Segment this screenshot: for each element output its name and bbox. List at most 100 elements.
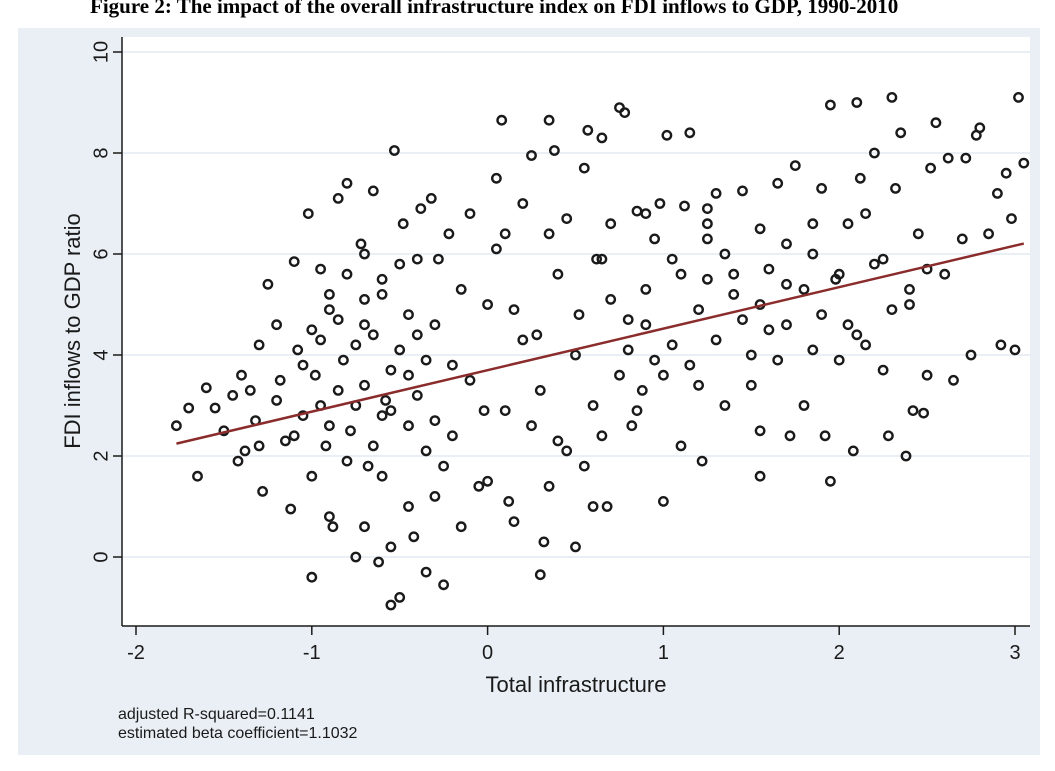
data-point	[702, 218, 713, 230]
data-point	[262, 278, 274, 290]
data-point	[1006, 213, 1017, 225]
data-point	[737, 185, 748, 197]
data-point	[930, 117, 942, 129]
data-point	[710, 334, 722, 346]
data-point	[429, 319, 441, 331]
beta-note: estimated beta coefficient=1.1032	[118, 725, 358, 742]
data-point	[288, 430, 300, 442]
data-point	[640, 283, 652, 295]
data-point	[337, 354, 349, 366]
axes	[121, 37, 1030, 627]
data-point	[816, 309, 827, 320]
data-point	[789, 160, 801, 172]
data-point	[798, 400, 810, 411]
data-point	[675, 268, 687, 280]
data-point	[960, 152, 972, 164]
y-axis-title: FDI inflows to GDP ratio	[60, 213, 85, 449]
plot-area	[122, 37, 1030, 626]
data-point	[661, 129, 673, 141]
data-point	[227, 389, 239, 401]
data-point	[473, 480, 485, 492]
data-point	[200, 382, 212, 394]
data-point	[274, 374, 286, 386]
data-point	[236, 369, 247, 381]
data-point	[192, 470, 203, 482]
data-point	[350, 339, 362, 351]
data-point	[534, 384, 546, 396]
data-point	[939, 268, 951, 280]
fit-line-group	[176, 242, 1025, 445]
data-point	[438, 460, 449, 472]
x-tick-label: -1	[303, 642, 321, 664]
data-point	[362, 460, 374, 472]
data-point	[508, 304, 520, 315]
data-point	[323, 304, 335, 315]
data-point	[974, 122, 986, 134]
data-point	[948, 374, 959, 386]
data-point	[900, 450, 912, 462]
data-point	[605, 218, 617, 230]
data-point	[543, 480, 555, 492]
data-point	[883, 430, 894, 442]
data-point	[869, 147, 880, 159]
data-point	[582, 124, 594, 136]
data-point	[411, 329, 423, 341]
data-point	[877, 253, 889, 265]
data-point	[552, 435, 564, 447]
data-point	[654, 198, 666, 209]
data-point	[327, 521, 339, 533]
data-point	[503, 495, 515, 507]
data-point	[684, 359, 696, 371]
data-point	[596, 132, 608, 144]
data-point	[619, 107, 631, 119]
data-point	[490, 172, 502, 184]
data-point	[403, 501, 414, 512]
data-point	[367, 185, 379, 197]
data-point	[464, 374, 476, 386]
data-point	[807, 248, 819, 260]
data-point	[614, 369, 625, 381]
data-point	[411, 389, 423, 401]
data-point	[710, 187, 722, 199]
data-point	[359, 379, 370, 391]
data-point	[271, 319, 282, 331]
data-point	[306, 571, 318, 583]
data-point	[570, 541, 581, 553]
data-point	[415, 203, 427, 215]
data-point	[640, 319, 652, 331]
data-point	[693, 379, 704, 391]
data-point	[904, 299, 915, 310]
data-point	[315, 263, 326, 275]
data-point	[403, 420, 414, 432]
data-point	[350, 551, 362, 563]
data-point	[587, 400, 599, 411]
data-point	[860, 208, 871, 220]
data-point	[781, 278, 792, 290]
data-point	[596, 253, 608, 265]
data-point	[622, 344, 634, 356]
data-point	[373, 556, 384, 568]
data-point	[658, 369, 669, 381]
data-point	[626, 420, 638, 432]
data-point	[886, 92, 898, 103]
data-point	[376, 410, 388, 421]
data-point	[446, 430, 458, 442]
data-point	[983, 228, 994, 240]
data-point	[341, 268, 353, 280]
data-point	[232, 455, 244, 467]
data-point	[359, 293, 370, 305]
data-point	[877, 364, 889, 376]
data-point	[995, 339, 1007, 351]
tick-labels: 0 2 4 6 8 10 -2 -1 0 1 2 3	[90, 41, 1020, 664]
data-point	[517, 198, 529, 209]
data-point	[183, 402, 195, 414]
data-point	[478, 405, 490, 416]
data-point	[482, 475, 493, 487]
data-point	[918, 407, 929, 419]
data-point	[355, 238, 367, 250]
data-point	[912, 228, 924, 240]
data-point	[842, 218, 854, 230]
data-point	[499, 405, 511, 416]
data-point	[306, 324, 318, 336]
data-point	[904, 283, 915, 295]
